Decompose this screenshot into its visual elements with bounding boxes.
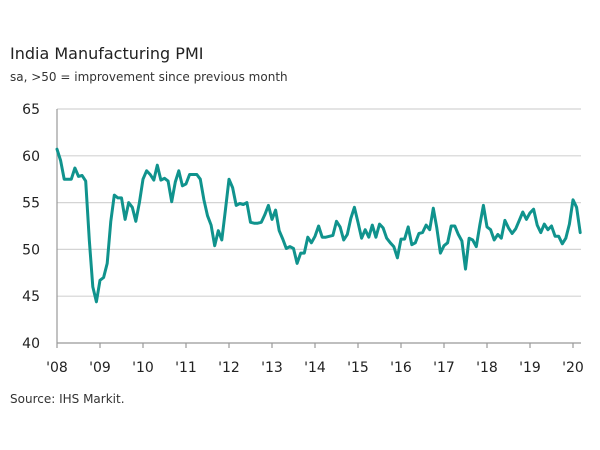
x-tick-label: '09 <box>89 360 111 376</box>
y-tick-label: 65 <box>22 102 40 118</box>
y-tick-label: 40 <box>22 336 40 352</box>
x-tick-label: '13 <box>261 360 283 376</box>
chart-subtitle: sa, >50 = improvement since previous mon… <box>10 70 288 84</box>
x-tick-label: '19 <box>519 360 541 376</box>
y-tick-label: 50 <box>22 242 40 258</box>
x-tick-label: '08 <box>46 360 68 376</box>
x-tick-label: '15 <box>347 360 369 376</box>
x-tick-label: '10 <box>132 360 154 376</box>
x-tick-label: '16 <box>390 360 412 376</box>
x-tick-label: '20 <box>562 360 584 376</box>
x-tick-label: '11 <box>175 360 197 376</box>
y-tick-label: 45 <box>22 289 40 305</box>
x-tick-label: '14 <box>304 360 326 376</box>
source-note: Source: IHS Markit. <box>10 392 125 406</box>
chart-title: India Manufacturing PMI <box>10 44 204 63</box>
x-tick-label: '18 <box>476 360 498 376</box>
pmi-series-line <box>55 147 582 304</box>
x-tick-label: '17 <box>433 360 455 376</box>
y-tick-label: 60 <box>22 149 40 165</box>
x-tick-label: '12 <box>218 360 240 376</box>
y-tick-label: 55 <box>22 196 40 212</box>
